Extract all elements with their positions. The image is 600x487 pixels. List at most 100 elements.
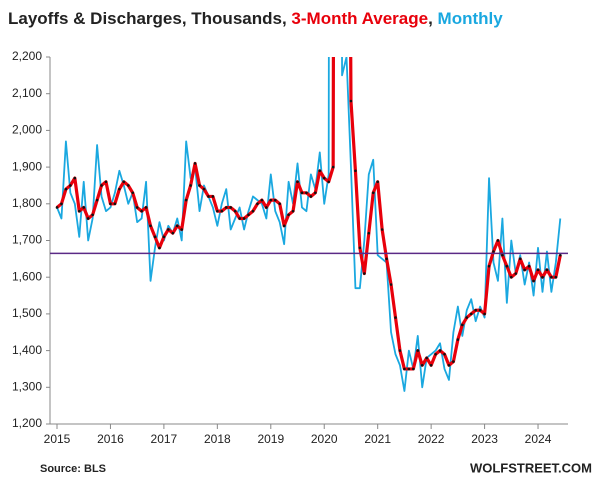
point-marker [207, 195, 210, 198]
point-marker [144, 206, 148, 209]
point-marker [550, 275, 553, 279]
point-marker [265, 206, 268, 209]
point-marker [501, 253, 504, 257]
x-tick-label: 2015 [44, 432, 71, 446]
point-marker [135, 206, 139, 209]
y-tick-label: 1,400 [12, 343, 42, 357]
point-marker [126, 184, 130, 187]
point-marker [514, 272, 518, 275]
point-marker [91, 213, 94, 217]
point-marker [434, 352, 437, 356]
point-marker [238, 217, 241, 220]
title-text: , [428, 9, 433, 28]
point-marker [478, 308, 482, 312]
point-marker [527, 264, 531, 268]
point-marker [86, 217, 90, 220]
point-marker [461, 323, 464, 327]
point-marker [394, 316, 397, 319]
point-marker [354, 169, 357, 173]
chart-title: Layoffs & Discharges, Thousands, 3-Month… [8, 9, 503, 28]
point-marker [251, 209, 255, 213]
point-marker [193, 162, 197, 165]
point-marker [291, 209, 295, 213]
legend-entry: Monthly [438, 9, 504, 28]
point-marker [211, 195, 215, 198]
point-marker [82, 206, 86, 209]
point-marker [233, 209, 237, 213]
point-marker [385, 257, 388, 261]
point-marker [327, 180, 330, 184]
point-marker [180, 228, 184, 231]
point-marker [465, 316, 469, 319]
point-marker [331, 165, 335, 169]
point-marker [452, 360, 455, 363]
point-marker [496, 239, 500, 242]
point-marker [420, 363, 424, 367]
point-marker [318, 169, 322, 173]
point-marker [140, 209, 143, 213]
point-marker [224, 206, 228, 209]
point-marker [371, 191, 375, 195]
y-tick-label: 2,000 [12, 123, 42, 137]
point-marker [247, 213, 250, 217]
point-marker [416, 349, 420, 352]
point-marker [447, 363, 451, 367]
point-marker [380, 228, 384, 231]
point-marker [216, 209, 219, 213]
point-marker [287, 213, 290, 217]
point-marker [73, 176, 77, 180]
y-tick-label: 2,200 [12, 49, 42, 63]
point-marker [131, 191, 135, 195]
point-marker [229, 206, 233, 209]
x-tick-label: 2023 [471, 432, 498, 446]
point-marker [167, 228, 170, 231]
point-marker [282, 224, 286, 228]
y-tick-label: 1,900 [12, 159, 42, 173]
point-marker [100, 184, 103, 187]
point-marker [104, 180, 108, 184]
point-marker [367, 231, 371, 235]
point-marker [456, 338, 460, 341]
point-marker [314, 191, 317, 195]
point-marker [492, 250, 495, 253]
point-marker [220, 209, 224, 213]
point-marker [149, 224, 152, 228]
point-marker [184, 198, 188, 202]
point-marker [523, 268, 526, 272]
point-marker [358, 246, 362, 250]
point-marker [554, 275, 558, 279]
point-marker [487, 264, 491, 268]
point-marker [429, 363, 433, 367]
point-marker [438, 349, 442, 352]
point-marker [443, 352, 446, 356]
point-marker [545, 268, 549, 272]
point-marker [198, 184, 201, 187]
point-marker [77, 209, 81, 213]
point-marker [269, 198, 273, 202]
point-marker [349, 99, 353, 103]
legend-entry: 3-Month Average [291, 9, 428, 28]
title-text: Layoffs & Discharges, Thousands, [8, 9, 287, 28]
point-marker [296, 180, 299, 184]
point-marker [113, 202, 117, 206]
x-tick-label: 2017 [151, 432, 178, 446]
y-tick-label: 1,700 [12, 233, 42, 247]
x-tick-label: 2021 [364, 432, 391, 446]
y-tick-label: 2,100 [12, 86, 42, 100]
point-marker [171, 231, 175, 235]
point-marker [118, 187, 121, 191]
point-marker [153, 235, 157, 239]
point-marker [256, 202, 259, 206]
point-marker [64, 187, 68, 191]
point-marker [69, 184, 72, 187]
point-marker [518, 257, 522, 261]
point-marker [532, 279, 535, 283]
y-tick-label: 1,800 [12, 196, 42, 210]
point-marker [322, 176, 326, 180]
point-marker [273, 198, 277, 202]
x-tick-label: 2019 [257, 432, 284, 446]
point-marker [389, 283, 393, 286]
point-marker [305, 191, 308, 195]
point-marker [122, 180, 126, 184]
